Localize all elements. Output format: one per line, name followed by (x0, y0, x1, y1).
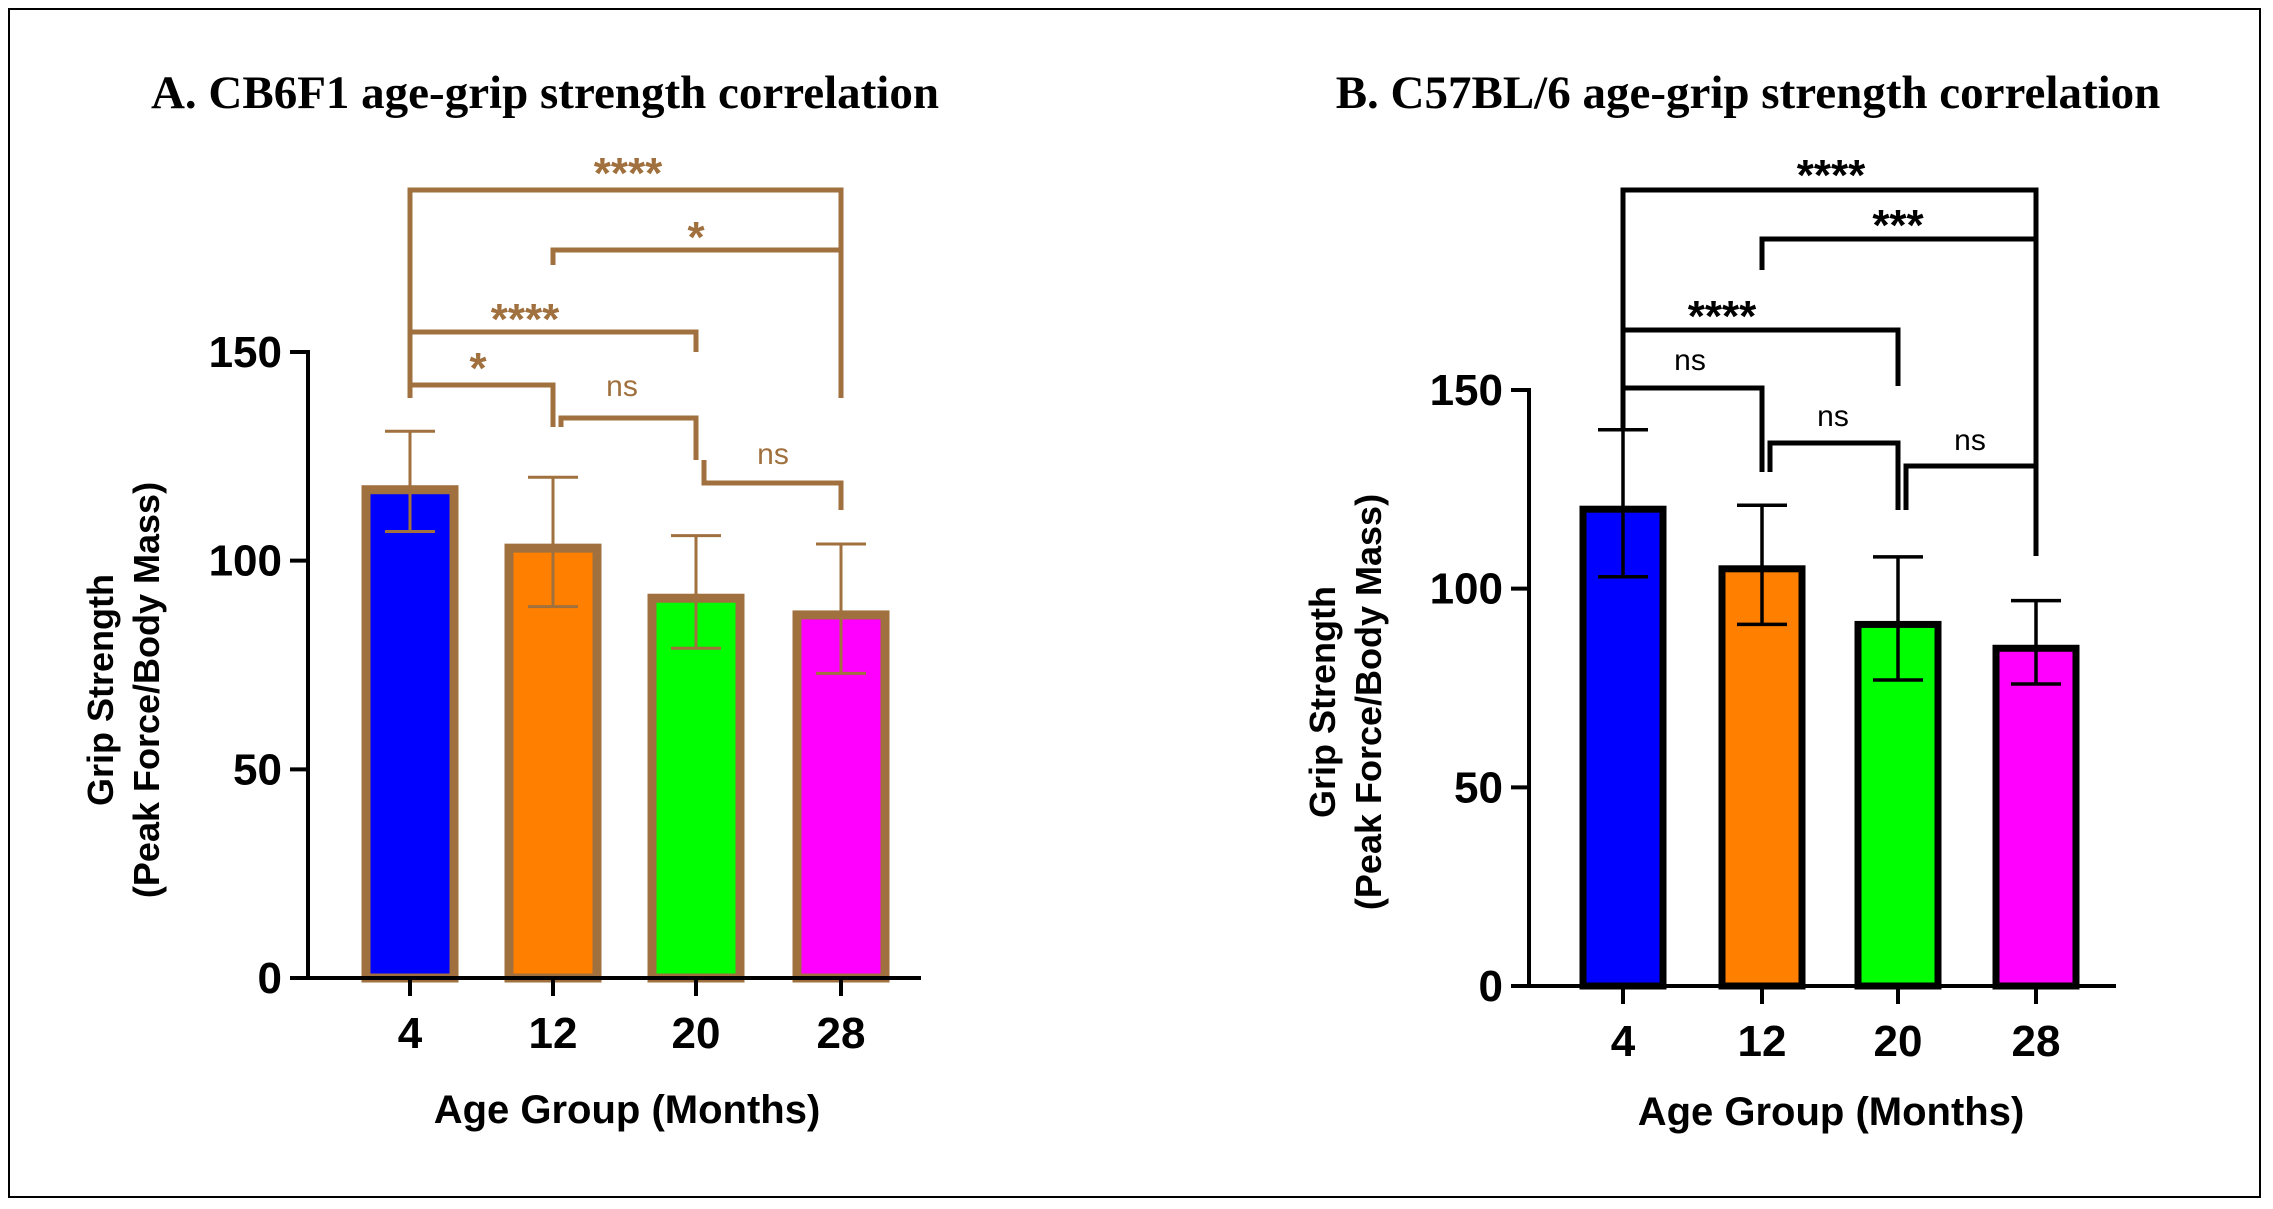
panel-b-y-tick-label: 150 (1430, 366, 1503, 415)
panel-b-bar-4 (1579, 505, 1667, 990)
panel-a-significance-label: * (469, 344, 487, 393)
panel-b-error-bar-12 (1737, 503, 1787, 627)
panel-b-y-axis-label-line2: (Peak Force/Body Mass) (1348, 494, 1389, 910)
panel-a-significance-label: * (687, 213, 705, 262)
panel-a-y-tick-label: 0 (258, 954, 282, 1003)
panel-a-significance-label: **** (594, 149, 663, 198)
panel-b-significance-bracket: **** (1620, 292, 1901, 386)
panel-a-x-tick-label: 20 (672, 1009, 721, 1058)
panel-a-y-axis-label-line2: (Peak Force/Body Mass) (126, 482, 167, 898)
panel-a-y-tick-label: 150 (209, 328, 282, 377)
panel-b-significance-bracket: *** (1759, 201, 2039, 556)
panel-a-error-bar-12 (528, 475, 578, 609)
panel-a-significance-bracket: * (407, 344, 556, 427)
panel-b-bracket-line (1767, 440, 1901, 510)
panel-b-significance-label: ns (1674, 344, 1706, 377)
panel-b-bar-12 (1718, 565, 1806, 990)
panel-a-y-axis-label-line1: Grip Strength (80, 574, 121, 806)
panel-a-bar-4 (361, 485, 459, 983)
panel-b-x-tick-label: 28 (2012, 1017, 2061, 1066)
panel-a: A. CB6F1 age-grip strength correlation G… (80, 67, 939, 1132)
panel-a-bracket-line (701, 460, 844, 510)
panel-a-significance-label: ns (606, 370, 638, 403)
panel-b-bracket-line (1620, 327, 1901, 386)
panel-a-x-tick-label: 4 (398, 1009, 423, 1058)
panel-a-significance-bracket: **** (407, 295, 699, 352)
panel-b-significance-bracket: ns (1903, 424, 2039, 556)
panel-a-bar-12 (504, 543, 602, 983)
panel-a-x-tick-label: 12 (529, 1009, 578, 1058)
panel-b-bracket-line (1759, 236, 2039, 556)
panel-b-error-bar-20 (1873, 555, 1923, 682)
panel-a-significance-label: **** (491, 295, 560, 344)
panel-b-x-tick-label: 20 (1874, 1017, 1923, 1066)
panel-a-bracket-line (550, 247, 844, 310)
panel-a-error-bar-20 (671, 534, 721, 650)
panel-a-significance-bracket: ns (701, 438, 844, 510)
panel-b-significance-label: *** (1872, 201, 1924, 250)
panel-a-significance-bracket: ns (558, 370, 699, 460)
panel-a-significance-label: ns (757, 438, 789, 471)
panel-b-significance-bracket: ns (1620, 344, 1765, 472)
panel-b-bracket-line (1903, 463, 2039, 556)
panel-a-bracket-line (407, 320, 699, 352)
panel-b-y-tick-label: 50 (1454, 763, 1503, 812)
panel-b-x-axis-label: Age Group (Months) (1638, 1090, 2025, 1134)
panel-a-significance-bracket: * (550, 213, 844, 310)
panel-b-error-bar-28 (2011, 598, 2061, 686)
panel-a-bracket-line (407, 382, 556, 427)
panel-a-y-axis-label: Grip Strength (Peak Force/Body Mass) (80, 482, 167, 898)
panel-b-significance-label: **** (1688, 292, 1757, 341)
panel-b-bracket-line (1620, 385, 1765, 472)
panel-a-error-bar-4 (385, 429, 435, 533)
panel-b-y-tick-label: 100 (1430, 565, 1503, 614)
figure-frame (8, 8, 2261, 1198)
panel-b-significance-label: ns (1817, 400, 1849, 433)
panel-b-significance-label: **** (1797, 151, 1866, 200)
panel-a-bracket-line (558, 415, 699, 460)
panel-a-y-tick-label: 100 (209, 537, 282, 586)
panel-a-title: A. CB6F1 age-grip strength correlation (151, 67, 939, 119)
panel-a-x-axis-label: Age Group (Months) (434, 1088, 821, 1132)
panel-a-error-bar-28 (816, 542, 866, 675)
panel-a-y-tick-label: 50 (233, 745, 282, 794)
panel-a-x-tick-label: 28 (817, 1009, 866, 1058)
panel-b-x-tick-label: 4 (1611, 1017, 1636, 1066)
panel-b-significance-bracket: ns (1767, 400, 1901, 510)
panel-a-bar-20 (647, 593, 745, 983)
panel-b-y-tick-label: 0 (1479, 962, 1503, 1011)
panel-b-title: B. C57BL/6 age-grip strength correlation (1336, 67, 2161, 119)
panel-b: B. C57BL/6 age-grip strength correlation… (1302, 67, 2160, 1134)
panel-b-y-axis-label-line1: Grip Strength (1302, 586, 1343, 818)
panel-b-bar-28 (1992, 644, 2080, 990)
panel-b-significance-label: ns (1954, 424, 1986, 457)
panel-b-y-axis-label: Grip Strength (Peak Force/Body Mass) (1302, 494, 1389, 910)
panel-b-x-tick-label: 12 (1738, 1017, 1787, 1066)
